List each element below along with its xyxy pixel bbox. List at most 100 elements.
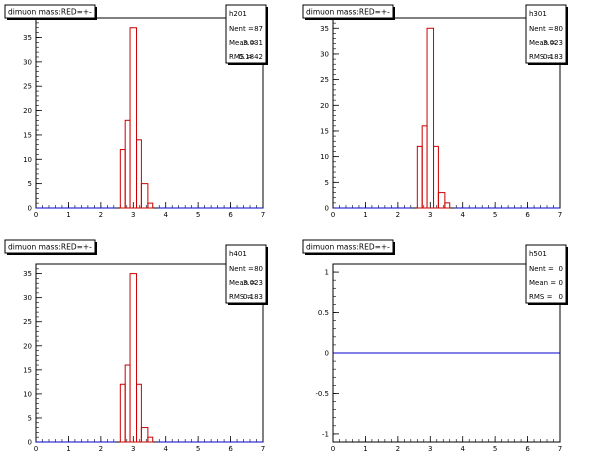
y-tick-label: 15	[23, 366, 32, 374]
stats-row-label: Mean =	[229, 279, 256, 287]
stats-row-label: RMS =	[529, 53, 553, 61]
stats-row-value: 3.031	[243, 39, 263, 47]
histogram-bin	[124, 119, 131, 209]
y-tick-label: 10	[23, 156, 32, 164]
histogram-bin	[129, 27, 138, 209]
stats-box	[525, 4, 567, 64]
histogram-bin	[136, 383, 142, 443]
histogram-bin	[433, 145, 439, 209]
x-tick-label: 5	[196, 445, 200, 453]
histogram-bin	[129, 273, 138, 443]
y-tick-label: 20	[23, 342, 32, 350]
y-tick-label: 20	[23, 107, 32, 115]
x-tick-label: 2	[396, 211, 400, 219]
x-tick-label: 1	[363, 211, 367, 219]
y-tick-label: 0	[28, 205, 32, 213]
x-tick-label: 3	[428, 211, 432, 219]
x-tick-label: 4	[460, 445, 465, 453]
y-tick-label: -1	[322, 430, 329, 438]
y-tick-label: -0.5	[315, 390, 329, 398]
stats-name: h201	[229, 10, 247, 18]
stats-row-value: 0	[559, 293, 563, 301]
stats-name: h501	[529, 250, 547, 258]
stats-row-label: Mean =	[529, 39, 556, 47]
x-tick-label: 1	[66, 211, 70, 219]
histogram-bin	[437, 192, 446, 209]
y-tick-label: 35	[320, 25, 329, 33]
y-tick-label: 35	[23, 270, 32, 278]
y-tick-label: 15	[23, 131, 32, 139]
y-tick-label: 5	[28, 180, 32, 188]
histogram-bin	[416, 145, 423, 209]
stats-row-label: RMS =	[229, 53, 253, 61]
stats-row-value: 87	[254, 25, 263, 33]
histogram-pad-1: 0 5 10 15 20 25 30 35 0 1 2 3 4 5 6 7 dimuon mass:RED=+-…	[4, 4, 268, 219]
y-tick-label: 5	[325, 179, 329, 187]
stats-row-value: 80	[254, 265, 263, 273]
stats-row-value: 3.023	[243, 279, 263, 287]
stats-row-label: Nent =	[529, 25, 554, 33]
y-tick-label: 10	[23, 390, 32, 398]
y-tick-label: 25	[320, 76, 329, 84]
stats-row-value: 3.023	[543, 39, 563, 47]
stats-name: h301	[529, 10, 547, 18]
y-tick-label: 5	[28, 414, 32, 422]
stats-row-label: Mean =	[229, 39, 256, 47]
y-tick-label: 35	[23, 34, 32, 42]
stats-row-label: Nent =	[529, 265, 554, 273]
stats-row-value: 0.183	[543, 53, 563, 61]
x-tick-label: 7	[558, 211, 562, 219]
y-tick-label: 30	[23, 58, 32, 66]
x-tick-label: 0	[34, 211, 38, 219]
x-tick-label: 5	[196, 211, 200, 219]
title-box	[302, 239, 394, 254]
x-tick-label: 2	[99, 211, 103, 219]
stats-box	[225, 244, 267, 304]
x-tick-label: 2	[396, 445, 400, 453]
histogram-bin	[147, 202, 154, 209]
stats-row-label: Mean =	[529, 279, 556, 287]
x-tick-label: 7	[261, 211, 265, 219]
x-tick-label: 4	[163, 211, 168, 219]
histogram-bin	[444, 202, 451, 209]
x-tick-label: 4	[460, 211, 465, 219]
x-tick-label: 2	[99, 445, 103, 453]
stats-row-label: RMS =	[229, 293, 253, 301]
y-tick-label: 25	[23, 83, 32, 91]
y-tick-label: 1	[325, 269, 329, 277]
stats-row-value: 0.1842	[239, 53, 264, 61]
stats-row-label: Nent =	[229, 25, 254, 33]
stats-row-label: Nent =	[229, 265, 254, 273]
x-tick-label: 6	[228, 211, 233, 219]
x-tick-label: 3	[428, 445, 432, 453]
x-tick-label: 1	[363, 445, 367, 453]
stats-row-value: 0	[559, 265, 563, 273]
title-box	[4, 4, 96, 19]
x-tick-label: 7	[261, 445, 265, 453]
y-tick-label: 30	[23, 294, 32, 302]
histogram-bin	[136, 139, 142, 209]
x-tick-label: 4	[163, 445, 168, 453]
x-tick-label: 3	[131, 211, 135, 219]
x-tick-label: 6	[525, 445, 530, 453]
histogram-bin	[140, 183, 149, 209]
y-tick-label: 20	[320, 102, 329, 110]
x-tick-label: 5	[493, 211, 497, 219]
y-tick-label: 0	[325, 350, 329, 358]
x-tick-label: 0	[331, 211, 335, 219]
y-tick-label: 30	[320, 50, 329, 58]
plot-title: dimuon mass:RED=+-	[306, 8, 390, 17]
x-tick-label: 0	[34, 445, 38, 453]
y-tick-label: 10	[320, 153, 329, 161]
x-tick-label: 6	[228, 445, 233, 453]
histogram-bin	[119, 383, 126, 443]
stats-box	[225, 4, 267, 64]
plot-title: dimuon mass:RED=+-	[8, 243, 92, 252]
plot-title: dimuon mass:RED=+-	[306, 243, 390, 252]
y-tick-label: 15	[320, 127, 329, 135]
title-box	[302, 4, 394, 19]
histogram-bin	[421, 125, 428, 209]
stats-row-value: 80	[554, 25, 563, 33]
histogram-bin	[426, 27, 435, 209]
